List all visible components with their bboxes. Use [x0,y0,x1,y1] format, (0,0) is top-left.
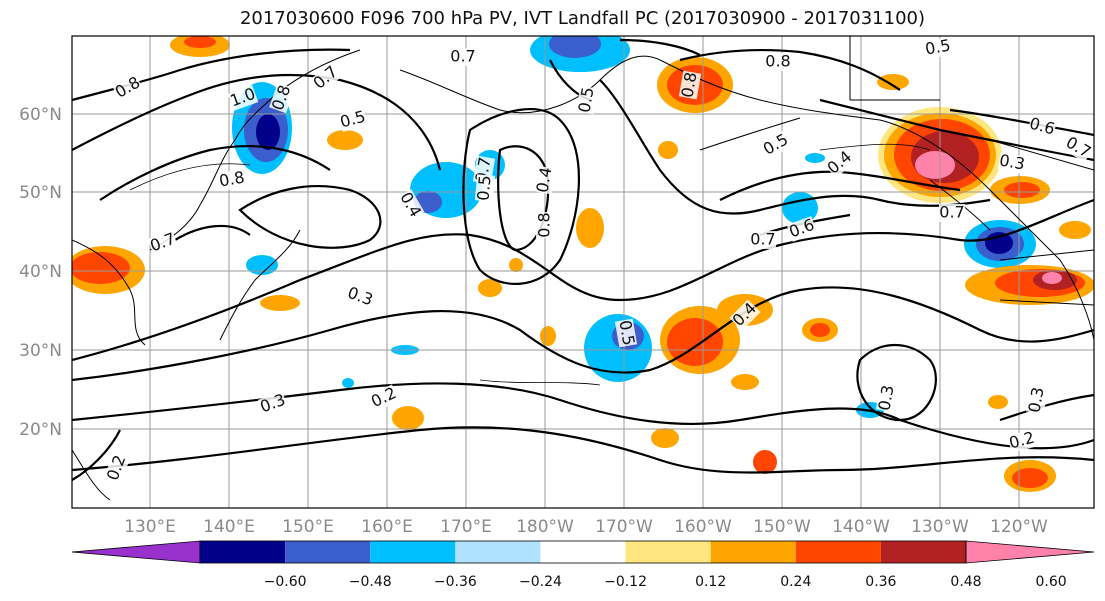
contour-label: 0.4 [532,166,555,194]
colorbar-tick-label: 0.48 [950,574,981,590]
contour-label-halo [786,216,818,242]
contour-label-halo [760,130,792,160]
colorbar-swatch [200,541,286,563]
contour-label-halo [575,85,599,115]
colorbar-tick-label: −0.24 [519,574,562,590]
contour-label-halo [217,168,247,192]
contour-label-halo [939,204,965,222]
colorbar-swatch [795,541,881,563]
contour-label-halo [269,82,295,114]
colorbar-extend-low [71,540,201,564]
colorbar-swatch [540,541,626,563]
longitude-label: 140°W [832,517,890,537]
contour-label: 0.5 [574,86,597,114]
contour-label-halo [104,452,130,484]
longitude-label: 170°W [595,517,653,537]
longitude-labels: 130°E 140°E 150°E 160°E 170°E 180°W 170°W 160°W… [124,517,1048,537]
contour-label-halo [395,189,425,221]
contour-label: 0.5 [924,35,952,58]
contour-label-halo [614,318,638,348]
contour-label: 0.8 [677,71,700,99]
colorbar-swatch [370,541,456,563]
contour-label: 0.7 [750,230,775,249]
contour-label-halo [1025,385,1049,415]
longitude-label: 130°W [911,517,969,537]
longitude-label: 160°E [361,517,413,537]
longitude-label: 140°E [203,517,255,537]
colorbar-swatch [285,541,371,563]
colorbar-tick-label: 0.60 [1036,574,1067,590]
contour-label: 0.3 [998,150,1026,173]
contour-label-halo [450,48,476,66]
colorbar-tick-label: 0.36 [865,574,896,590]
contour-label-halo [227,85,259,111]
contour-label-halo [310,62,342,94]
colorbar: −0.60 −0.48 −0.36 −0.24 −0.12 0.12 0.24 0.36 0.4… [71,540,1095,590]
contour-label-halo [765,53,791,71]
map-frame [71,35,1095,509]
colorbar-swatch [710,541,796,563]
contour-label-halo [997,151,1027,175]
contour-label-halo [824,147,856,179]
longitude-label: 130°E [124,517,176,537]
contour-label-halo [1027,114,1057,140]
map-title: 2017030600 F096 700 hPa PV, IVT Landfall… [239,8,926,29]
colorbar-swatch [625,541,711,563]
graticule [72,36,1094,508]
contour-label-halo [750,231,776,249]
longitude-label: 150°E [282,517,334,537]
contour-label-halo [257,391,289,417]
contour-label-halo [1062,133,1094,163]
contour-label-halo [729,299,761,331]
colorbar-tick-label: −0.12 [604,574,647,590]
contour-label-halo [1007,428,1037,454]
contour-label: 0.3 [874,384,897,412]
longitude-label: 170°E [440,517,492,537]
colorbar-swatch [880,541,966,563]
colorbar-tick-label: −0.60 [264,574,307,590]
contour-label-halo [338,107,368,133]
contour-label: 0.5 [473,174,494,201]
contour-label-halo [923,36,953,60]
contour-label: 0.8 [535,212,554,237]
contour-label: 0.8 [765,52,790,71]
latitude-labels: 60°N 50°N 40°N 30°N 20°N [19,105,62,440]
colorbar-tick-label: 0.12 [695,574,726,590]
contour-label-halo [474,174,496,202]
latitude-label: 50°N [19,183,62,203]
contour-label: 0.3 [1024,386,1047,414]
latitude-label: 40°N [19,262,62,282]
contour-label: 0.8 [218,167,246,190]
colorbar-extend-high [965,540,1095,564]
contour-label-halo [368,384,400,412]
contour-label-halo [678,70,702,100]
colorbar-swatch [455,541,541,563]
colorbar-tick-label: −0.48 [349,574,392,590]
contour-label-halo [344,284,376,310]
colorbar-tick-label: −0.36 [434,574,477,590]
contour-label: 0.7 [939,203,964,222]
contour-label-halo [112,73,144,103]
ivt-lines [129,143,931,386]
longitude-label: 120°W [990,517,1048,537]
longitude-label: 180°W [516,517,574,537]
contour-label: 0.7 [450,47,475,66]
contour-label-halo [536,212,554,238]
colorbar-outline [199,540,967,564]
longitude-label: 160°W [674,517,732,537]
latitude-label: 60°N [19,105,62,125]
longitude-label: 150°W [753,517,811,537]
latitude-label: 20°N [19,420,62,440]
contour-label-halo [875,383,899,413]
contour-label-halo [147,230,179,256]
colorbar-tick-label: 0.24 [780,574,811,590]
contour-label: 0.5 [615,319,638,347]
latitude-label: 30°N [19,341,62,361]
contour-label-halo [533,165,557,195]
